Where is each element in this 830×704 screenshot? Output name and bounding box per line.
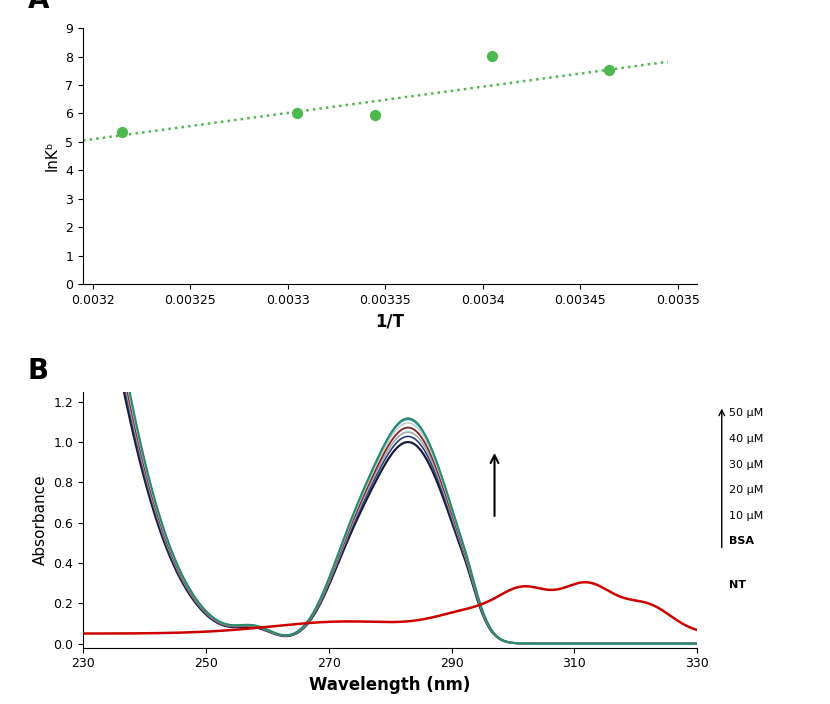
Point <box>369 109 382 120</box>
Point <box>115 126 129 137</box>
Text: 40 μM: 40 μM <box>729 434 764 444</box>
Y-axis label: lnKᵇ: lnKᵇ <box>45 141 60 171</box>
Text: NT: NT <box>729 580 746 590</box>
X-axis label: 1/T: 1/T <box>376 313 404 330</box>
Text: 20 μM: 20 μM <box>729 485 764 495</box>
Text: 30 μM: 30 μM <box>729 460 764 470</box>
Text: B: B <box>27 357 49 385</box>
Text: BSA: BSA <box>729 536 754 546</box>
Point <box>603 65 616 76</box>
Y-axis label: Absorbance: Absorbance <box>32 474 47 565</box>
Point <box>486 51 499 62</box>
X-axis label: Wavelength (nm): Wavelength (nm) <box>310 676 471 694</box>
Text: 10 μM: 10 μM <box>729 511 764 521</box>
Text: 50 μM: 50 μM <box>729 408 764 418</box>
Text: A: A <box>27 0 49 13</box>
Point <box>290 107 304 118</box>
